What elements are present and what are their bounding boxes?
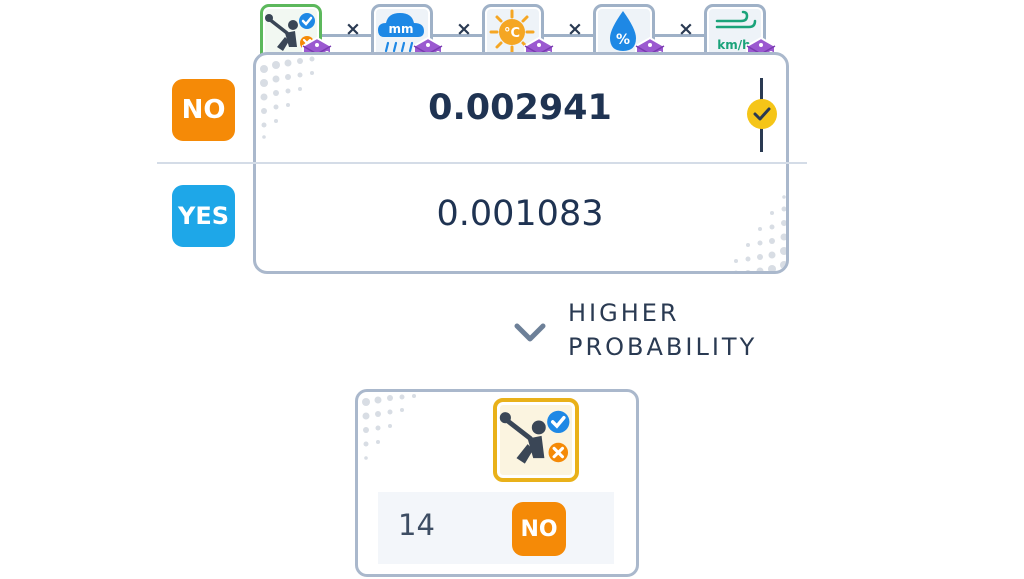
- wind-icon: km/h: [715, 10, 757, 52]
- multiply-symbol: ×: [456, 18, 472, 40]
- svg-text:%: %: [616, 32, 630, 48]
- multiply-symbol: ×: [678, 18, 694, 40]
- connector-line: [433, 34, 493, 37]
- class-label-no: NO: [172, 79, 235, 141]
- day-number: 14: [398, 508, 435, 542]
- halftone-decoration: [734, 195, 786, 271]
- multiply-symbol: ×: [567, 18, 583, 40]
- connector-line: [655, 34, 715, 37]
- probability-label: PROBABILITY: [568, 333, 758, 361]
- golf-play-result-tile: [493, 398, 579, 482]
- rain-icon: mm: [378, 13, 424, 53]
- probability-no: 0.002941: [428, 88, 612, 128]
- check-icon: [753, 107, 771, 121]
- selected-check-badge: [747, 99, 777, 129]
- halftone-decoration: [260, 56, 315, 139]
- probability-yes: 0.001083: [436, 194, 604, 234]
- higher-label: HIGHER: [568, 299, 680, 327]
- temperature-icon: °C: [489, 9, 535, 55]
- prediction-result-card: 14 NO: [355, 389, 639, 577]
- result-row: [378, 492, 614, 564]
- svg-text:km/h: km/h: [717, 38, 750, 52]
- multiply-symbol: ×: [345, 18, 361, 40]
- connector-line: [544, 34, 604, 37]
- halftone-decoration: [362, 394, 416, 460]
- connector-line: [322, 34, 382, 37]
- golf-play-icon: [499, 410, 570, 464]
- svg-text:mm: mm: [388, 22, 413, 36]
- class-label-yes: YES: [172, 185, 235, 247]
- row-divider: [157, 162, 807, 164]
- chevron-down-icon: [514, 323, 546, 342]
- svg-text:°C: °C: [504, 26, 520, 41]
- prediction-label: NO: [512, 502, 566, 556]
- humidity-icon: %: [610, 11, 636, 51]
